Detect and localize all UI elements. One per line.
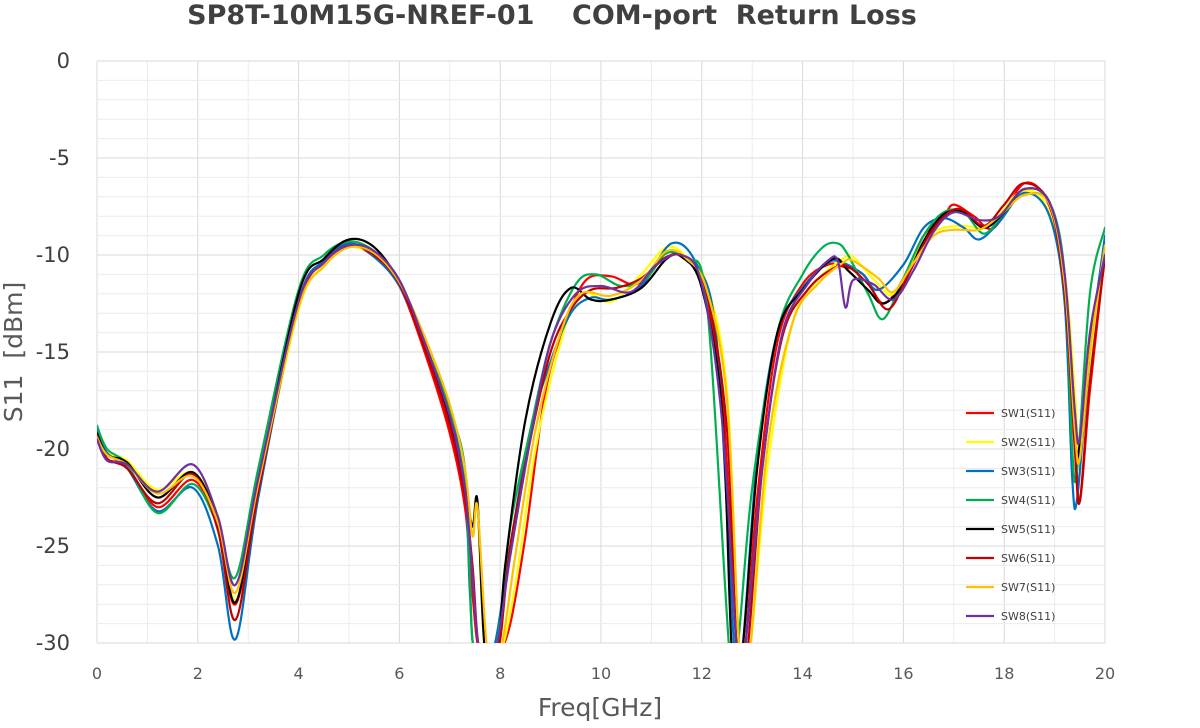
x-tick-label: 8 xyxy=(495,664,505,683)
legend-label-6: SW6(S11) xyxy=(1001,552,1055,565)
x-tick-label: 18 xyxy=(994,664,1014,683)
x-tick-label: 10 xyxy=(591,664,611,683)
legend-label-5: SW5(S11) xyxy=(1001,523,1055,536)
y-tick-label: -5 xyxy=(49,146,70,170)
x-tick-label: 16 xyxy=(893,664,913,683)
legend-label-8: SW8(S11) xyxy=(1001,610,1055,623)
plot-area xyxy=(97,181,1105,643)
x-axis-ticks: 0 2 4 6 8 10 12 14 16 18 20 xyxy=(92,664,1115,683)
legend-label-2: SW2(S11) xyxy=(1001,436,1055,449)
legend: SW1(S11) SW2(S11) SW3(S11) SW4(S11) SW5(S11)… xyxy=(966,407,1055,623)
legend-label-3: SW3(S11) xyxy=(1001,465,1055,478)
x-axis-label: Freq[GHz] xyxy=(538,693,662,722)
x-tick-label: 0 xyxy=(92,664,102,683)
legend-label-4: SW4(S11) xyxy=(1001,494,1055,507)
y-tick-label: 0 xyxy=(57,49,70,73)
legend-label-1: SW1(S11) xyxy=(1001,407,1055,420)
y-axis-label: S11 [dBm] xyxy=(0,282,28,422)
chart-title: SP8T-10M15G-NREF-01 COM-port Return Loss xyxy=(187,0,917,31)
x-tick-label: 6 xyxy=(394,664,404,683)
y-tick-label: -10 xyxy=(36,243,70,267)
series-line-4 xyxy=(97,192,1105,643)
x-tick-label: 20 xyxy=(1095,664,1115,683)
grid xyxy=(96,60,1106,644)
x-tick-label: 4 xyxy=(294,664,304,683)
x-tick-label: 14 xyxy=(792,664,812,683)
x-tick-label: 2 xyxy=(193,664,203,683)
y-tick-label: -20 xyxy=(36,437,70,461)
y-axis-ticks: 0 -5 -10 -15 -20 -25 -30 xyxy=(36,49,70,655)
y-tick-label: -25 xyxy=(36,534,70,558)
y-tick-label: -15 xyxy=(36,340,70,364)
x-tick-label: 12 xyxy=(692,664,712,683)
series-line-8 xyxy=(97,187,1105,643)
y-tick-label: -30 xyxy=(36,631,70,655)
legend-label-7: SW7(S11) xyxy=(1001,581,1055,594)
